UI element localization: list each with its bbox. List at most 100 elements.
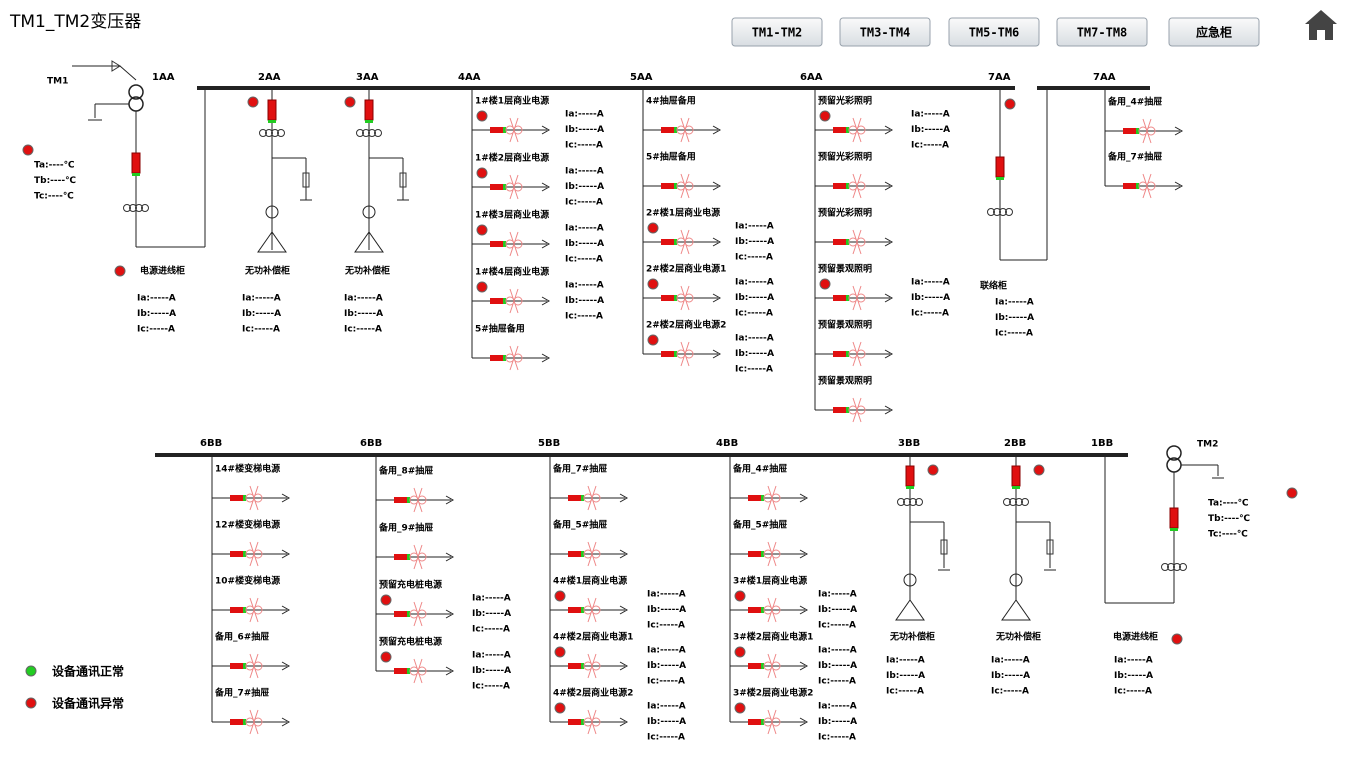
feeder-arrow — [884, 349, 894, 359]
cabinet-name: 电源进线柜 — [140, 265, 185, 277]
nav-button-label[interactable]: TM7-TM8 — [1077, 26, 1128, 40]
breaker — [995, 156, 1005, 178]
home-shape[interactable] — [1305, 10, 1337, 40]
status-dot — [819, 278, 831, 290]
nav-button[interactable] — [1056, 17, 1148, 47]
current-reading: Ia:-----A — [565, 167, 604, 177]
nav-button[interactable] — [1168, 17, 1260, 47]
feeder-name: 12#楼变梯电源 — [215, 519, 280, 531]
feeder-breaker-end — [846, 183, 849, 189]
feeder-breaker-end — [503, 241, 506, 247]
feeder-switch — [587, 653, 597, 679]
feeder-arrow — [619, 493, 629, 503]
feeder-name: 备用_7#抽屉 — [552, 463, 607, 475]
legend-label: 设备通讯异常 — [52, 696, 124, 711]
current-reading: Ic:-----A — [735, 309, 773, 319]
status-dot — [247, 96, 259, 108]
feeder-arrow — [712, 349, 722, 359]
feeder-breaker-end — [846, 407, 849, 413]
feeder-breaker-end — [243, 719, 246, 725]
ct — [135, 204, 143, 212]
feeder-arrow — [884, 125, 894, 135]
feeder-breaker — [1123, 128, 1136, 134]
feeder-name: 备用_4#抽屉 — [1107, 96, 1162, 108]
feeder-arrow — [541, 125, 551, 135]
feeder-name: 4#抽屉备用 — [646, 95, 696, 107]
feeder-breaker — [230, 495, 243, 501]
feeder-breaker — [1123, 183, 1136, 189]
current-reading: Ib:-----A — [818, 661, 857, 671]
feeder-breaker-end — [581, 607, 584, 613]
feeder-arrow — [445, 666, 455, 676]
feeder-breaker-end — [407, 554, 410, 560]
feeder-breaker — [230, 551, 243, 557]
feeder-name: 1#楼1层商业电源 — [475, 95, 549, 107]
feeder-breaker — [490, 355, 503, 361]
feeder-name: 1#楼3层商业电源 — [475, 209, 549, 221]
feeder-breaker — [833, 295, 846, 301]
nav-button[interactable] — [839, 17, 931, 47]
feeder-arrow — [799, 661, 809, 671]
feeder-arrow — [799, 605, 809, 615]
ct — [1009, 498, 1017, 506]
wire — [119, 65, 137, 81]
feeder-arrow — [799, 717, 809, 727]
current-reading: Ib:-----A — [818, 605, 857, 615]
feeder-arrow — [445, 552, 455, 562]
feeder-breaker — [568, 719, 581, 725]
nav-button-label[interactable]: TM3-TM4 — [860, 26, 911, 40]
feeder-breaker-end — [761, 551, 764, 557]
feeder-name: 备用_7#抽屉 — [214, 687, 269, 699]
current-reading: Ta:----℃ — [1208, 499, 1249, 509]
ct — [1003, 498, 1011, 506]
status-dot — [647, 278, 659, 290]
feeder-arrow — [445, 495, 455, 505]
feeder-arrow — [1174, 126, 1184, 136]
feeder-breaker — [833, 127, 846, 133]
current-reading: Ib:-----A — [735, 237, 774, 247]
feeder-breaker-end — [243, 663, 246, 669]
feeder-arrow — [712, 181, 722, 191]
feeder-name: 预留景观照明 — [818, 263, 872, 275]
feeder-breaker — [568, 495, 581, 501]
current-reading: Ic:-----A — [818, 621, 856, 631]
bus-label: 7AA — [988, 72, 1011, 83]
feeder-switch — [767, 709, 777, 735]
nav-button-label[interactable]: 应急柜 — [1196, 25, 1232, 40]
feeder-breaker — [833, 407, 846, 413]
feeder-breaker-end — [846, 127, 849, 133]
feeder-name: 5#抽屉备用 — [646, 151, 696, 163]
feeder-breaker — [568, 663, 581, 669]
home-icon[interactable] — [1305, 10, 1337, 40]
ct — [362, 129, 370, 137]
current-reading: Ic:-----A — [472, 682, 510, 692]
bus-label: 7AA — [1093, 72, 1116, 83]
feeder-name: 预留充电桩电源 — [379, 636, 442, 648]
breaker — [364, 99, 374, 121]
feeder-breaker-end — [1136, 183, 1139, 189]
cabinet-name: 无功补偿柜 — [889, 631, 935, 643]
current-reading: Ib:-----A — [886, 671, 925, 681]
current-reading: Ib:-----A — [735, 349, 774, 359]
feeder-arrow — [281, 549, 291, 559]
feeder-switch — [413, 658, 423, 684]
breaker-end — [365, 120, 373, 123]
nav-button[interactable] — [948, 17, 1040, 47]
nav-button-label[interactable]: TM5-TM6 — [969, 26, 1020, 40]
bus-label: 1AA — [152, 72, 175, 83]
feeder-name: 5#抽屉备用 — [475, 323, 525, 335]
feeder-name: 备用_5#抽屉 — [732, 519, 787, 531]
feeder-switch — [587, 485, 597, 511]
status-dot — [344, 96, 356, 108]
current-reading: Tc:----℃ — [34, 192, 74, 202]
feeder-breaker — [661, 127, 674, 133]
current-reading: Tb:----℃ — [34, 176, 76, 186]
nav-button[interactable] — [731, 17, 823, 47]
nav-button-label[interactable]: TM1-TM2 — [752, 26, 803, 40]
feeder-switch — [1142, 118, 1152, 144]
status-dot — [476, 167, 488, 179]
feeder-arrow — [619, 549, 629, 559]
current-reading: Ib:-----A — [911, 125, 950, 135]
